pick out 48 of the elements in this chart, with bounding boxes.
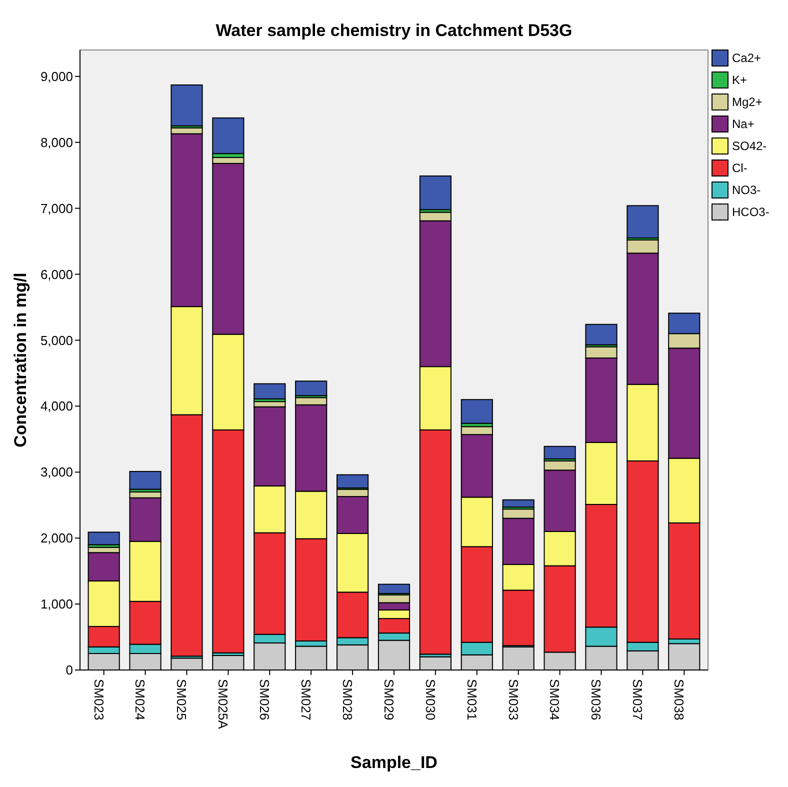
bar xyxy=(502,499,534,508)
x-axis-title: Sample_ID xyxy=(350,753,438,772)
legend-label: Mg2+ xyxy=(732,95,762,110)
y-tick-label: 4,000 xyxy=(40,398,73,414)
x-tick-label: SM033 xyxy=(506,679,521,720)
legend-label: SO42- xyxy=(732,139,767,154)
x-tick-label: SM031 xyxy=(464,679,480,720)
y-tick-label: 9,000 xyxy=(40,68,73,84)
x-tick-label: SM029 xyxy=(381,679,396,720)
x-tick-label: SM025A xyxy=(216,679,231,730)
x-tick-label: SM030 xyxy=(422,679,438,720)
y-axis-title: Concentration in mg/l xyxy=(11,272,30,448)
y-tick-label: 1,000 xyxy=(40,596,73,612)
bar xyxy=(170,84,203,126)
legend-label: Ca2+ xyxy=(732,51,762,66)
x-tick-label: SM028 xyxy=(340,679,355,720)
legend-label: HCO3- xyxy=(732,205,770,220)
chart-title: Water sample chemistry in Catchment D53G xyxy=(216,21,572,40)
x-tick-label: SM036 xyxy=(588,679,604,720)
y-tick-label: 0 xyxy=(66,662,73,678)
x-tick-label: SM024 xyxy=(132,679,148,720)
y-tick-label: 6,000 xyxy=(40,266,73,282)
bar xyxy=(419,175,452,210)
x-tick-label: SM038 xyxy=(672,679,687,720)
y-tick-label: 8,000 xyxy=(40,134,73,150)
bar xyxy=(544,446,576,460)
y-tick-label: 2,000 xyxy=(40,530,73,546)
x-tick-label: SM027 xyxy=(298,679,314,720)
bar xyxy=(129,470,162,490)
x-tick-label: SM026 xyxy=(257,679,272,720)
bar xyxy=(88,532,120,546)
legend-label: NO3- xyxy=(732,183,761,198)
bar xyxy=(212,117,244,154)
legend-label: Na+ xyxy=(732,117,754,132)
legend-label: K+ xyxy=(732,73,748,88)
legend-label: Cl- xyxy=(732,161,748,176)
bar xyxy=(254,383,286,400)
bar xyxy=(626,205,659,238)
bar xyxy=(460,399,493,424)
bar xyxy=(585,324,618,346)
bar xyxy=(295,380,328,396)
x-tick-label: SM023 xyxy=(91,679,106,720)
y-tick-label: 7,000 xyxy=(40,200,73,216)
y-tick-label: 3,000 xyxy=(40,464,73,480)
y-tick-label: 5,000 xyxy=(40,332,73,348)
x-tick-label: SM034 xyxy=(547,679,562,720)
x-tick-label: SM025 xyxy=(174,679,190,720)
x-tick-label: SM037 xyxy=(630,679,646,720)
